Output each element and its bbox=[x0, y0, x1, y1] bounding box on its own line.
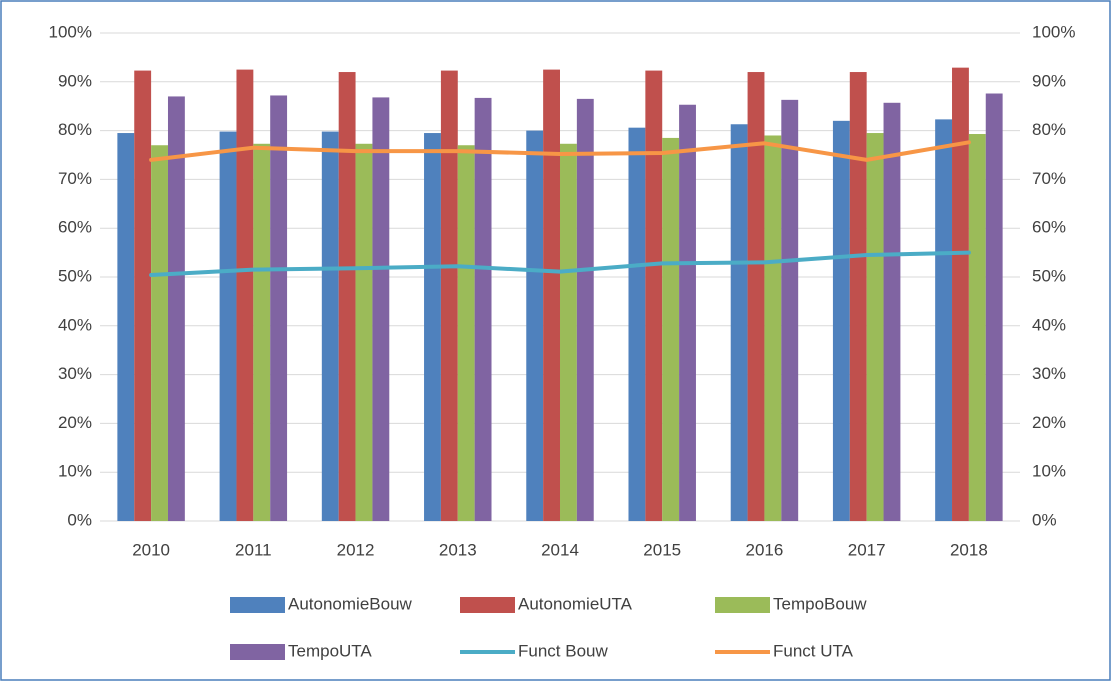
y-tick-label: 80% bbox=[58, 120, 92, 139]
y2-tick-label: 10% bbox=[1032, 462, 1066, 481]
x-tick-label: 2012 bbox=[337, 540, 375, 559]
bar bbox=[457, 145, 475, 522]
bar bbox=[883, 102, 901, 521]
bar bbox=[117, 133, 135, 522]
bar bbox=[952, 67, 969, 521]
y2-tick-label: 90% bbox=[1032, 71, 1066, 90]
x-tick-label: 2017 bbox=[848, 540, 886, 559]
bar bbox=[543, 69, 560, 521]
y-tick-label: 60% bbox=[58, 218, 92, 237]
y2-tick-label: 20% bbox=[1032, 413, 1066, 432]
bar bbox=[662, 137, 680, 522]
y2-tick-label: 50% bbox=[1032, 266, 1066, 285]
legend-label: AutonomieBouw bbox=[288, 594, 413, 613]
legend-swatch bbox=[230, 597, 285, 613]
bar bbox=[424, 133, 441, 522]
bar bbox=[236, 69, 254, 521]
bar bbox=[985, 93, 1003, 522]
y-tick-label: 10% bbox=[58, 462, 92, 481]
bar bbox=[764, 135, 782, 522]
legend-label: Funct UTA bbox=[773, 641, 854, 660]
bar bbox=[355, 143, 373, 521]
bar bbox=[866, 133, 884, 522]
y-tick-label: 20% bbox=[58, 413, 92, 432]
x-tick-label: 2013 bbox=[439, 540, 477, 559]
bar bbox=[628, 127, 646, 521]
bar bbox=[474, 97, 492, 522]
bar bbox=[440, 70, 458, 522]
y2-tick-label: 30% bbox=[1032, 364, 1066, 383]
y2-tick-label: 80% bbox=[1032, 120, 1066, 139]
bar bbox=[968, 134, 986, 522]
y-tick-label: 30% bbox=[58, 364, 92, 383]
legend-label: TempoUTA bbox=[288, 641, 372, 660]
bar bbox=[781, 99, 799, 521]
bar bbox=[338, 72, 356, 521]
y-tick-label: 100% bbox=[49, 22, 92, 41]
line bbox=[149, 140, 971, 162]
y2-tick-label: 100% bbox=[1032, 22, 1075, 41]
bar bbox=[849, 72, 867, 521]
bar bbox=[270, 95, 288, 522]
bar bbox=[526, 130, 544, 521]
x-tick-label: 2015 bbox=[643, 540, 681, 559]
bar bbox=[167, 96, 185, 521]
y2-tick-label: 0% bbox=[1032, 510, 1057, 529]
line bbox=[149, 250, 971, 278]
bar bbox=[935, 119, 953, 521]
bar bbox=[253, 143, 271, 521]
legend-label: AutonomieUTA bbox=[518, 594, 633, 613]
bar bbox=[151, 145, 168, 522]
legend-label: TempoBouw bbox=[773, 594, 867, 613]
legend-swatch bbox=[460, 597, 515, 613]
legend-swatch bbox=[715, 597, 770, 613]
bar bbox=[372, 97, 390, 521]
x-tick-label: 2018 bbox=[950, 540, 988, 559]
y-tick-label: 0% bbox=[67, 510, 92, 529]
y-tick-label: 50% bbox=[58, 266, 92, 285]
y2-tick-label: 70% bbox=[1032, 169, 1066, 188]
x-tick-label: 2014 bbox=[541, 540, 579, 559]
legend-label: Funct Bouw bbox=[518, 641, 608, 660]
bar bbox=[645, 70, 663, 522]
x-tick-label: 2010 bbox=[132, 540, 170, 559]
y2-tick-label: 60% bbox=[1032, 218, 1066, 237]
legend-swatch bbox=[230, 644, 285, 660]
bar bbox=[134, 70, 152, 522]
y-tick-label: 70% bbox=[58, 169, 92, 188]
y2-tick-label: 40% bbox=[1032, 315, 1066, 334]
bar bbox=[560, 143, 577, 521]
bar bbox=[321, 131, 339, 522]
bar bbox=[679, 104, 696, 522]
bar bbox=[747, 72, 765, 521]
x-tick-label: 2011 bbox=[235, 540, 272, 559]
bar bbox=[832, 120, 850, 521]
bar bbox=[576, 98, 594, 521]
bar bbox=[219, 131, 237, 522]
y-tick-label: 40% bbox=[58, 315, 92, 334]
x-tick-label: 2016 bbox=[746, 540, 784, 559]
bar bbox=[730, 124, 748, 522]
y-tick-label: 90% bbox=[58, 71, 92, 90]
